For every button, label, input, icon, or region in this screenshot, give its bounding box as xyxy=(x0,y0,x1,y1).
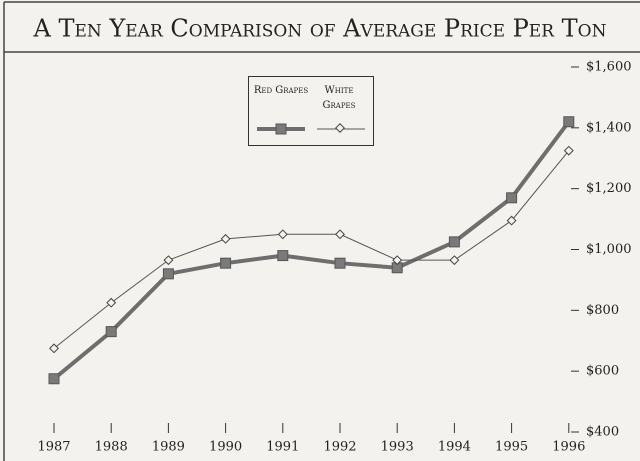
point xyxy=(49,343,59,354)
x-tick-label: 1990 xyxy=(209,440,242,455)
point xyxy=(48,373,60,385)
point xyxy=(277,250,289,262)
x-tick-label: 1993 xyxy=(381,440,414,455)
x-tick-label: 1995 xyxy=(495,440,528,455)
x-tick-label: 1991 xyxy=(266,440,299,455)
point xyxy=(163,255,174,266)
chart-title: A Ten Year Comparison of Average Price P… xyxy=(33,15,607,43)
point xyxy=(220,233,231,244)
x-tick-label: 1988 xyxy=(95,440,128,455)
y-tick-label: $800 xyxy=(586,303,619,318)
point xyxy=(506,215,517,226)
y-tick-label: $1,200 xyxy=(586,181,632,196)
point xyxy=(448,236,460,248)
legend-label: White Grapes xyxy=(322,85,356,111)
point xyxy=(335,229,345,240)
y-tick-label: $1,000 xyxy=(586,242,632,257)
legend-marker xyxy=(275,123,287,135)
y-tick-label: $600 xyxy=(586,364,619,379)
series-line xyxy=(53,150,570,349)
x-tick-label: 1992 xyxy=(323,440,356,455)
point xyxy=(162,268,174,280)
point xyxy=(106,297,117,308)
legend-keys xyxy=(257,123,365,135)
point xyxy=(563,116,575,128)
x-tick-label: 1987 xyxy=(37,440,70,455)
point xyxy=(449,255,460,266)
point xyxy=(334,257,346,269)
point xyxy=(220,257,232,269)
point xyxy=(563,145,574,156)
point xyxy=(105,326,117,338)
x-tick-label: 1989 xyxy=(152,440,185,455)
point xyxy=(277,229,288,240)
legend-marker xyxy=(335,123,345,133)
x-tick-label: 1994 xyxy=(438,440,471,455)
point xyxy=(392,255,403,266)
y-tick-label: $1,400 xyxy=(586,120,632,135)
series-line xyxy=(52,120,571,381)
y-tick-label: $400 xyxy=(586,425,619,440)
x-tick-label: 1996 xyxy=(552,440,585,455)
y-tick-label: $1,600 xyxy=(586,60,632,75)
legend: Red Grapes White Grapes xyxy=(248,76,374,146)
legend-label: Red Grapes xyxy=(253,85,309,96)
point xyxy=(506,192,518,204)
